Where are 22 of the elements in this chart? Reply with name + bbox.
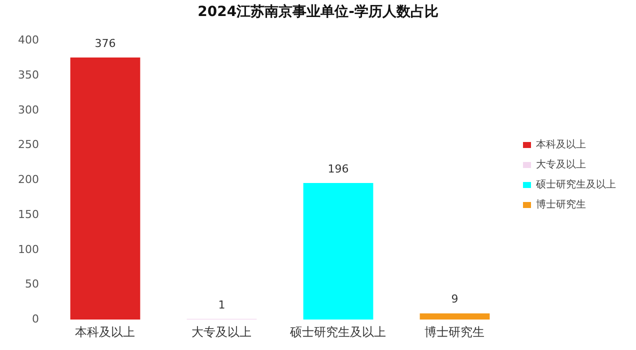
chart-title: 2024江苏南京事业单位-学历人数占比 xyxy=(198,3,438,20)
legend-label: 大专及以上 xyxy=(536,158,586,171)
y-tick-label: 200 xyxy=(18,173,39,186)
y-tick-label: 150 xyxy=(18,208,39,221)
y-tick-label: 350 xyxy=(18,68,39,82)
y-tick-label: 100 xyxy=(18,242,39,256)
legend-label: 硕士研究生及以上 xyxy=(535,178,616,191)
data-label: 9 xyxy=(451,292,458,306)
x-tick-label: 本科及以上 xyxy=(75,324,136,339)
legend-label: 本科及以上 xyxy=(536,138,586,151)
legend-label: 博士研究生 xyxy=(536,198,586,211)
y-tick-label: 400 xyxy=(18,34,39,47)
y-tick-label: 50 xyxy=(24,278,39,291)
data-label: 196 xyxy=(328,162,349,176)
y-tick-label: 0 xyxy=(32,312,39,326)
data-label: 1 xyxy=(218,298,226,312)
y-tick-label: 250 xyxy=(18,138,39,152)
x-tick-label: 大专及以上 xyxy=(192,324,252,339)
x-tick-label: 硕士研究生及以上 xyxy=(289,324,386,339)
data-label: 376 xyxy=(94,36,116,50)
x-tick-label: 博士研究生 xyxy=(424,324,485,339)
y-tick-label: 300 xyxy=(18,103,39,116)
